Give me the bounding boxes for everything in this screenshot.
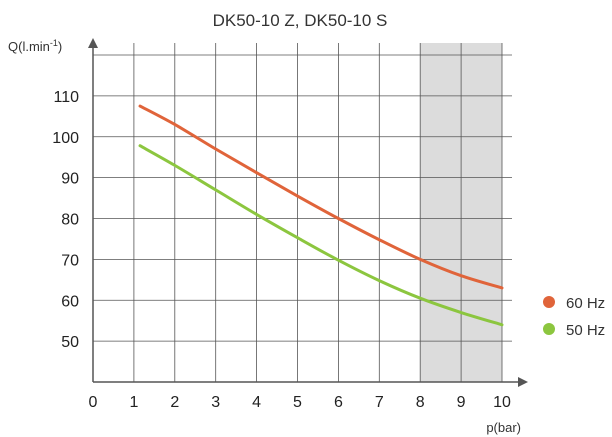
x-tick-label: 3 <box>211 394 220 411</box>
series-line-60hz <box>138 104 504 290</box>
x-axis-label: p(bar) <box>486 420 521 435</box>
x-tick-label: 0 <box>89 394 98 411</box>
x-tick-label: 4 <box>252 394 261 411</box>
y-tick-label: 70 <box>61 252 79 269</box>
x-tick-label: 7 <box>375 394 384 411</box>
y-tick-labels: 50 60 70 80 90 100 110 <box>52 89 79 351</box>
y-tick-label: 60 <box>61 293 79 310</box>
x-tick-labels: 0 1 2 3 4 5 6 7 8 9 10 <box>89 394 511 411</box>
y-axis-arrow-icon <box>88 38 98 48</box>
y-tick-label: 100 <box>52 130 79 147</box>
y-axis-label: Q(l.min-1) <box>8 38 62 54</box>
y-tick-label: 80 <box>61 212 79 229</box>
y-tick-label: 90 <box>61 171 79 188</box>
legend-label-50hz: 50 Hz <box>566 322 605 339</box>
y-axis-label-main: Q(l.min <box>8 39 50 54</box>
legend-marker-60hz <box>543 296 555 308</box>
x-tick-label: 10 <box>493 394 511 411</box>
x-axis-arrow-icon <box>518 377 528 387</box>
chart-title: DK50-10 Z, DK50-10 S <box>213 11 388 30</box>
x-tick-label: 6 <box>334 394 343 411</box>
x-tick-label: 1 <box>129 394 138 411</box>
legend-label-60hz: 60 Hz <box>566 295 605 312</box>
y-tick-label: 110 <box>53 89 79 106</box>
x-tick-label: 8 <box>416 394 425 411</box>
y-axis-label-superscript: -1 <box>50 38 58 48</box>
x-tick-label: 9 <box>457 394 466 411</box>
legend-marker-50hz <box>543 323 555 335</box>
y-axis-label-close: ) <box>58 39 62 54</box>
x-tick-label: 2 <box>170 394 179 411</box>
x-tick-label: 5 <box>293 394 302 411</box>
series-lines <box>138 104 504 327</box>
legend: 60 Hz 50 Hz <box>543 295 605 339</box>
series-line-50hz <box>138 144 504 327</box>
y-tick-label: 50 <box>61 334 79 351</box>
